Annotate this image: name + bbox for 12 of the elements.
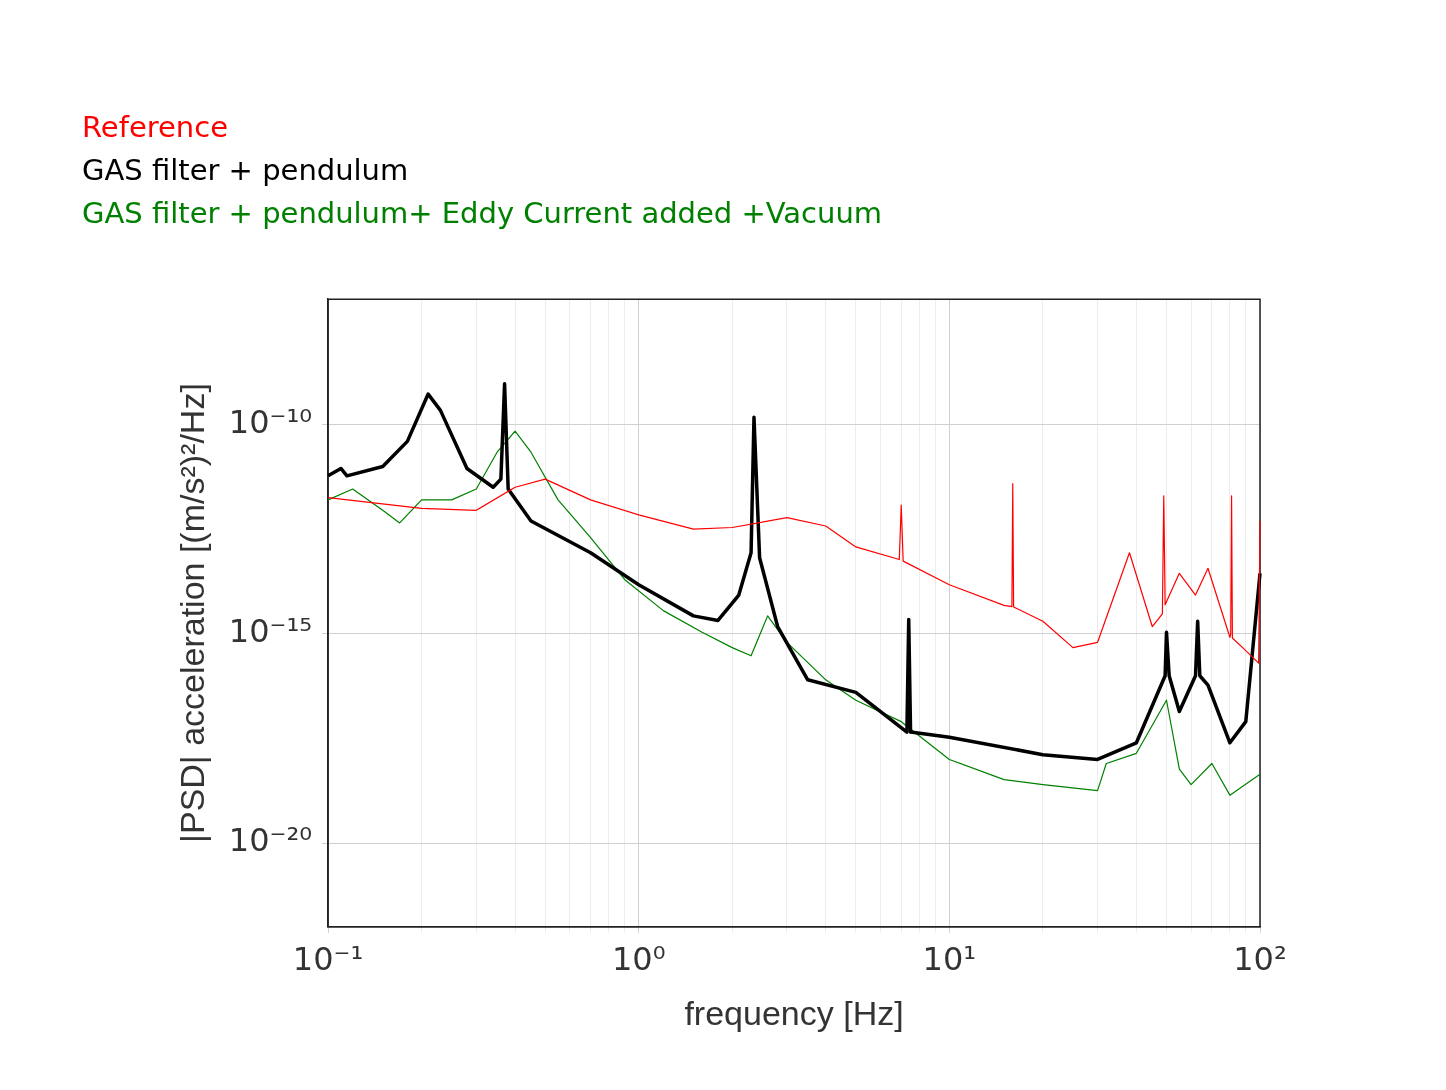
x-tick-label: 10¹ — [922, 940, 977, 979]
y-tick-label: 10⁻¹⁵ — [228, 612, 313, 651]
y-tick-label: 10⁻¹⁰ — [228, 403, 313, 442]
text: GAS filter + pendulum — [82, 152, 410, 189]
text: Reference — [82, 109, 230, 146]
y-tick-label: 10⁻²⁰ — [228, 821, 313, 860]
x-tick-label: 10⁻¹ — [292, 940, 364, 979]
x-tick-label: 10⁰ — [611, 940, 666, 979]
y-axis-title: |PSD| acceleration [(m/s²)²/Hz] — [172, 383, 211, 843]
x-tick-label: 10² — [1233, 940, 1287, 979]
text: GAS filter + pendulum+ Eddy Current added +Vacuum — [82, 195, 883, 232]
x-axis-title: frequency [Hz] — [684, 993, 904, 1032]
